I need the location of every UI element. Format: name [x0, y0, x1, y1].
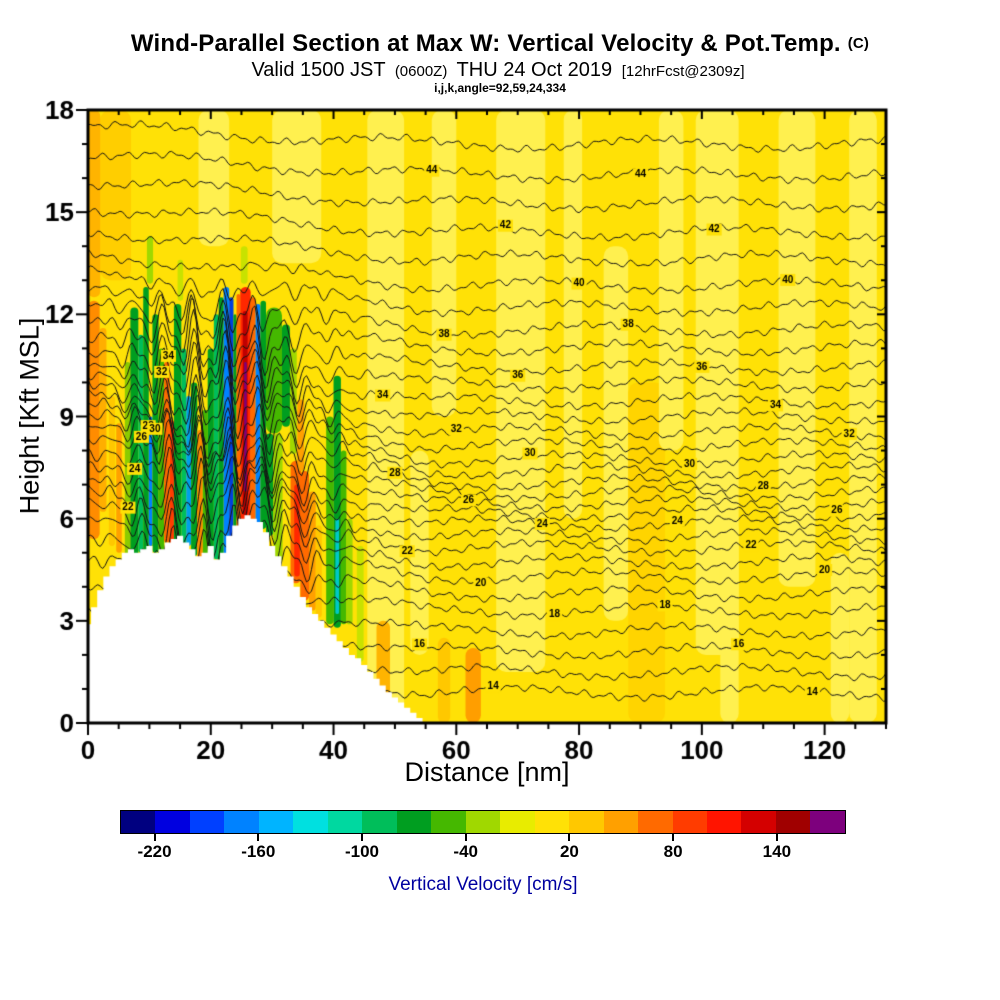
y-axis-label: Height [Kft MSL] — [14, 317, 45, 515]
valid-date: THU 24 Oct 2019 — [456, 59, 613, 81]
colorbar-segment — [362, 811, 397, 833]
colorbar-segment — [638, 811, 673, 833]
valid-time-prefix: Valid 1500 JST — [251, 59, 386, 81]
grid-info: i,j,k,angle=92,59,24,334 — [434, 81, 566, 95]
colorbar-segment — [258, 811, 294, 833]
colorbar-segment — [810, 811, 845, 833]
colorbar-segment — [431, 811, 466, 833]
colorbar-segment — [224, 811, 259, 833]
chart-subtitle: Valid 1500 JST (0600Z) THU 24 Oct 2019 [… — [0, 59, 1000, 82]
colorbar-segment — [741, 811, 776, 833]
colorbar-segment — [121, 811, 156, 833]
valid-zulu-time: (0600Z) — [394, 63, 448, 80]
colorbar-tick — [775, 834, 778, 841]
x-axis-label: Distance [nm] — [404, 757, 570, 787]
colorbar-tick-row: -220 -160 -100 -40 20 80 140 — [120, 834, 846, 870]
colorbar-segment — [155, 811, 190, 833]
colorbar-segment — [569, 811, 604, 833]
colorbar-segment — [189, 811, 225, 833]
colorbar-tick — [257, 834, 260, 841]
colorbar-segment — [293, 811, 328, 833]
colorbar-segment — [396, 811, 432, 833]
colorbar-segment — [603, 811, 639, 833]
colorbar-tick — [153, 834, 156, 841]
colorbar-label: Vertical Velocity [cm/s] — [388, 874, 578, 895]
colorbar-tick-label: -160 — [241, 842, 276, 861]
colorbar-tick-label: 80 — [663, 842, 683, 861]
colorbar-segment — [672, 811, 707, 833]
colorbar-tick-label: -220 — [137, 842, 172, 861]
colorbar-gradient-bar — [120, 810, 846, 834]
colorbar-segment — [500, 811, 535, 833]
colorbar-segment — [465, 811, 501, 833]
chart-title-text: Wind-Parallel Section at Max W: Vertical… — [130, 30, 841, 57]
colorbar-tick-label: -40 — [453, 842, 478, 861]
colorbar-tick — [672, 834, 675, 841]
colorbar-tick-label: 140 — [762, 842, 792, 861]
colorbar-segment — [327, 811, 363, 833]
colorbar-segment — [706, 811, 742, 833]
colorbar-segment — [775, 811, 811, 833]
forecast-tag: [12hrFcst@2309z] — [621, 63, 745, 80]
chart-title-unit: (C) — [847, 35, 870, 52]
header: Wind-Parallel Section at Max W: Vertical… — [0, 0, 1000, 95]
colorbar: -220 -160 -100 -40 20 80 140 Vertical Velocity… — [120, 810, 846, 896]
colorbar-segment — [534, 811, 570, 833]
colorbar-tick-label: -100 — [344, 842, 380, 861]
colorbar-tick — [361, 834, 363, 841]
colorbar-tick-label: 20 — [559, 842, 579, 861]
colorbar-tick — [568, 834, 571, 841]
chart-title: Wind-Parallel Section at Max W: Vertical… — [0, 30, 1000, 58]
colorbar-tick — [464, 834, 467, 841]
